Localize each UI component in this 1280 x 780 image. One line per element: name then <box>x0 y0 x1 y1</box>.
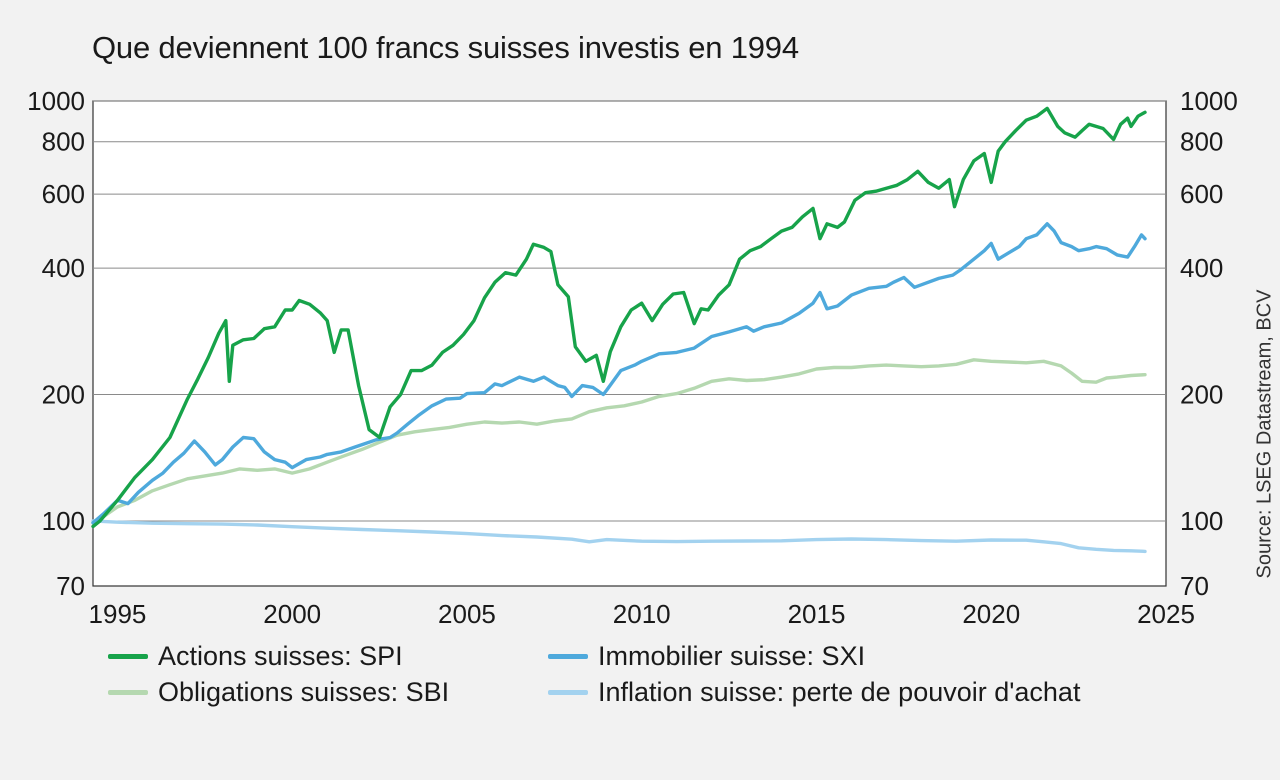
y-tick-left-400: 400 <box>42 253 85 283</box>
series-lines <box>91 106 1147 554</box>
x-tick-2000: 2000 <box>263 599 321 629</box>
x-tick-2025: 2025 <box>1137 599 1195 629</box>
y-tick-right-70: 70 <box>1180 571 1209 601</box>
y-tick-right-400: 400 <box>1180 253 1223 283</box>
plot-frame <box>92 100 1167 587</box>
y-tick-right-1000: 1000 <box>1180 86 1238 116</box>
x-axis: 1995 2000 2005 2010 2015 2020 2025 <box>89 599 1195 629</box>
y-tick-right-200: 200 <box>1180 380 1223 410</box>
y-axis-right: 70 100 200 400 600 800 1000 <box>1180 86 1238 601</box>
y-tick-left-1000: 1000 <box>27 86 85 116</box>
y-tick-left-70: 70 <box>56 571 85 601</box>
series-line-sxi <box>91 222 1147 525</box>
y-tick-left-200: 200 <box>42 380 85 410</box>
y-tick-right-800: 800 <box>1180 127 1223 157</box>
y-tick-right-600: 600 <box>1180 179 1223 209</box>
x-tick-1995: 1995 <box>89 599 147 629</box>
source-note: Source: LSEG Datastream, BCV <box>1253 289 1276 579</box>
series-line-inflation <box>91 519 1147 554</box>
y-tick-left-800: 800 <box>42 127 85 157</box>
series-line-spi <box>91 106 1147 529</box>
x-tick-2010: 2010 <box>613 599 671 629</box>
y-tick-left-100: 100 <box>42 506 85 536</box>
x-tick-2015: 2015 <box>788 599 846 629</box>
series-line-sbi <box>91 358 1147 525</box>
x-tick-2005: 2005 <box>438 599 496 629</box>
y-tick-right-100: 100 <box>1180 506 1223 536</box>
gridlines <box>93 100 1166 522</box>
y-axis-left: 70 100 200 400 600 800 1000 <box>27 86 85 601</box>
x-tick-2020: 2020 <box>962 599 1020 629</box>
chart-title: Que deviennent 100 francs suisses invest… <box>92 30 799 65</box>
y-tick-left-600: 600 <box>42 179 85 209</box>
